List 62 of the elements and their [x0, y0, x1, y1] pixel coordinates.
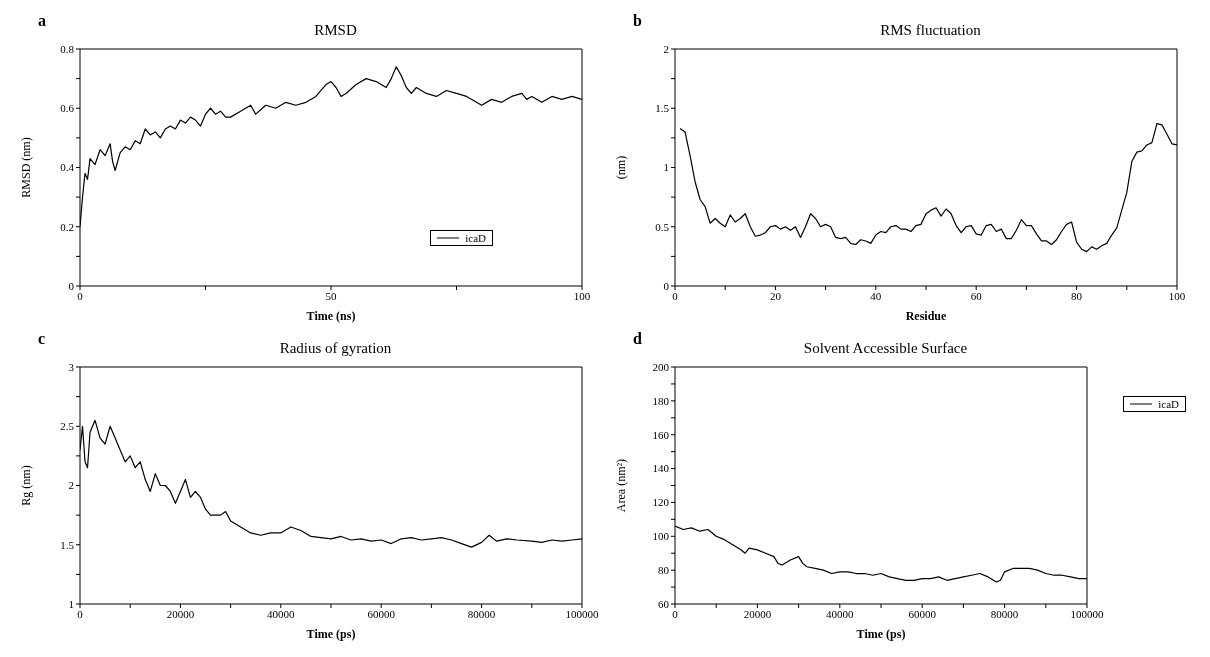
y-tick-label: 0.6 — [60, 102, 75, 115]
y-tick-label: 2.5 — [60, 420, 75, 433]
text: c — [38, 330, 46, 348]
x-tick-label: 0 — [672, 289, 679, 302]
x-tick-label: 80000 — [990, 607, 1019, 620]
x-tick-label: 0 — [77, 289, 84, 302]
x-tick-label: 0 — [77, 607, 84, 620]
x-tick-label: 0 — [672, 607, 679, 620]
text: d — [633, 330, 642, 348]
y-axis-title: RMSD (nm) — [19, 137, 34, 198]
y-tick-label: 0 — [68, 279, 75, 292]
legend-label: icaD — [1158, 398, 1179, 410]
x-tick-label: 60000 — [367, 607, 396, 620]
y-tick-label: 0.5 — [655, 220, 670, 233]
legend-label: icaD — [465, 232, 486, 244]
x-tick-label: 100 — [573, 289, 591, 302]
y-tick-label: 1.5 — [655, 102, 670, 115]
x-axis-title: Time (ns) — [306, 309, 356, 323]
y-axis-title: Rg (nm) — [19, 465, 34, 506]
x-tick-label: 50 — [325, 289, 337, 302]
y-tick-label: 0 — [663, 279, 670, 292]
y-axis-title: (nm) — [614, 155, 629, 180]
x-axis-title: Time (ps) — [856, 627, 906, 641]
y-tick-label: 200 — [652, 360, 670, 373]
x-tick-label: 20000 — [166, 607, 195, 620]
y-tick-label: 0.4 — [60, 161, 75, 174]
chart-title: Solvent Accessible Surface — [802, 340, 969, 357]
x-tick-label: 40000 — [826, 607, 855, 620]
y-tick-label: 60 — [658, 597, 670, 610]
y-tick-label: 3 — [68, 360, 75, 373]
chart-title: Radius of gyration — [278, 340, 393, 357]
text: a — [38, 12, 46, 30]
x-tick-label: 100 — [1168, 289, 1186, 302]
x-tick-label: 20 — [769, 289, 782, 302]
y-tick-label: 160 — [652, 428, 670, 441]
y-tick-label: 140 — [652, 462, 670, 475]
chart-title: RMSD — [313, 22, 358, 39]
x-tick-label: 60000 — [908, 607, 937, 620]
x-axis-title: Time (ps) — [306, 627, 356, 641]
y-tick-label: 100 — [652, 530, 670, 543]
y-tick-label: 2 — [663, 42, 669, 55]
y-axis-title: Area (nm²) — [614, 458, 629, 513]
y-tick-label: 1.5 — [60, 538, 75, 551]
x-tick-label: 80 — [1071, 289, 1083, 302]
y-tick-label: 1 — [663, 161, 669, 174]
chart-title: RMS fluctuation — [879, 22, 982, 39]
y-tick-label: 1 — [68, 597, 74, 610]
y-tick-label: 2 — [68, 479, 74, 492]
y-tick-label: 180 — [652, 394, 670, 407]
x-tick-label: 40000 — [267, 607, 296, 620]
x-tick-label: 20000 — [743, 607, 772, 620]
x-tick-label: 40 — [870, 289, 882, 302]
x-tick-label: 100000 — [565, 607, 599, 620]
y-tick-label: 80 — [658, 564, 670, 577]
y-tick-label: 0.8 — [60, 42, 75, 55]
text: b — [633, 12, 642, 30]
y-tick-label: 120 — [652, 496, 670, 509]
x-tick-label: 60 — [970, 289, 983, 302]
x-axis-title: Residue — [905, 309, 948, 323]
x-tick-label: 80000 — [467, 607, 496, 620]
x-tick-label: 100000 — [1070, 607, 1104, 620]
y-tick-label: 0.2 — [60, 220, 74, 233]
